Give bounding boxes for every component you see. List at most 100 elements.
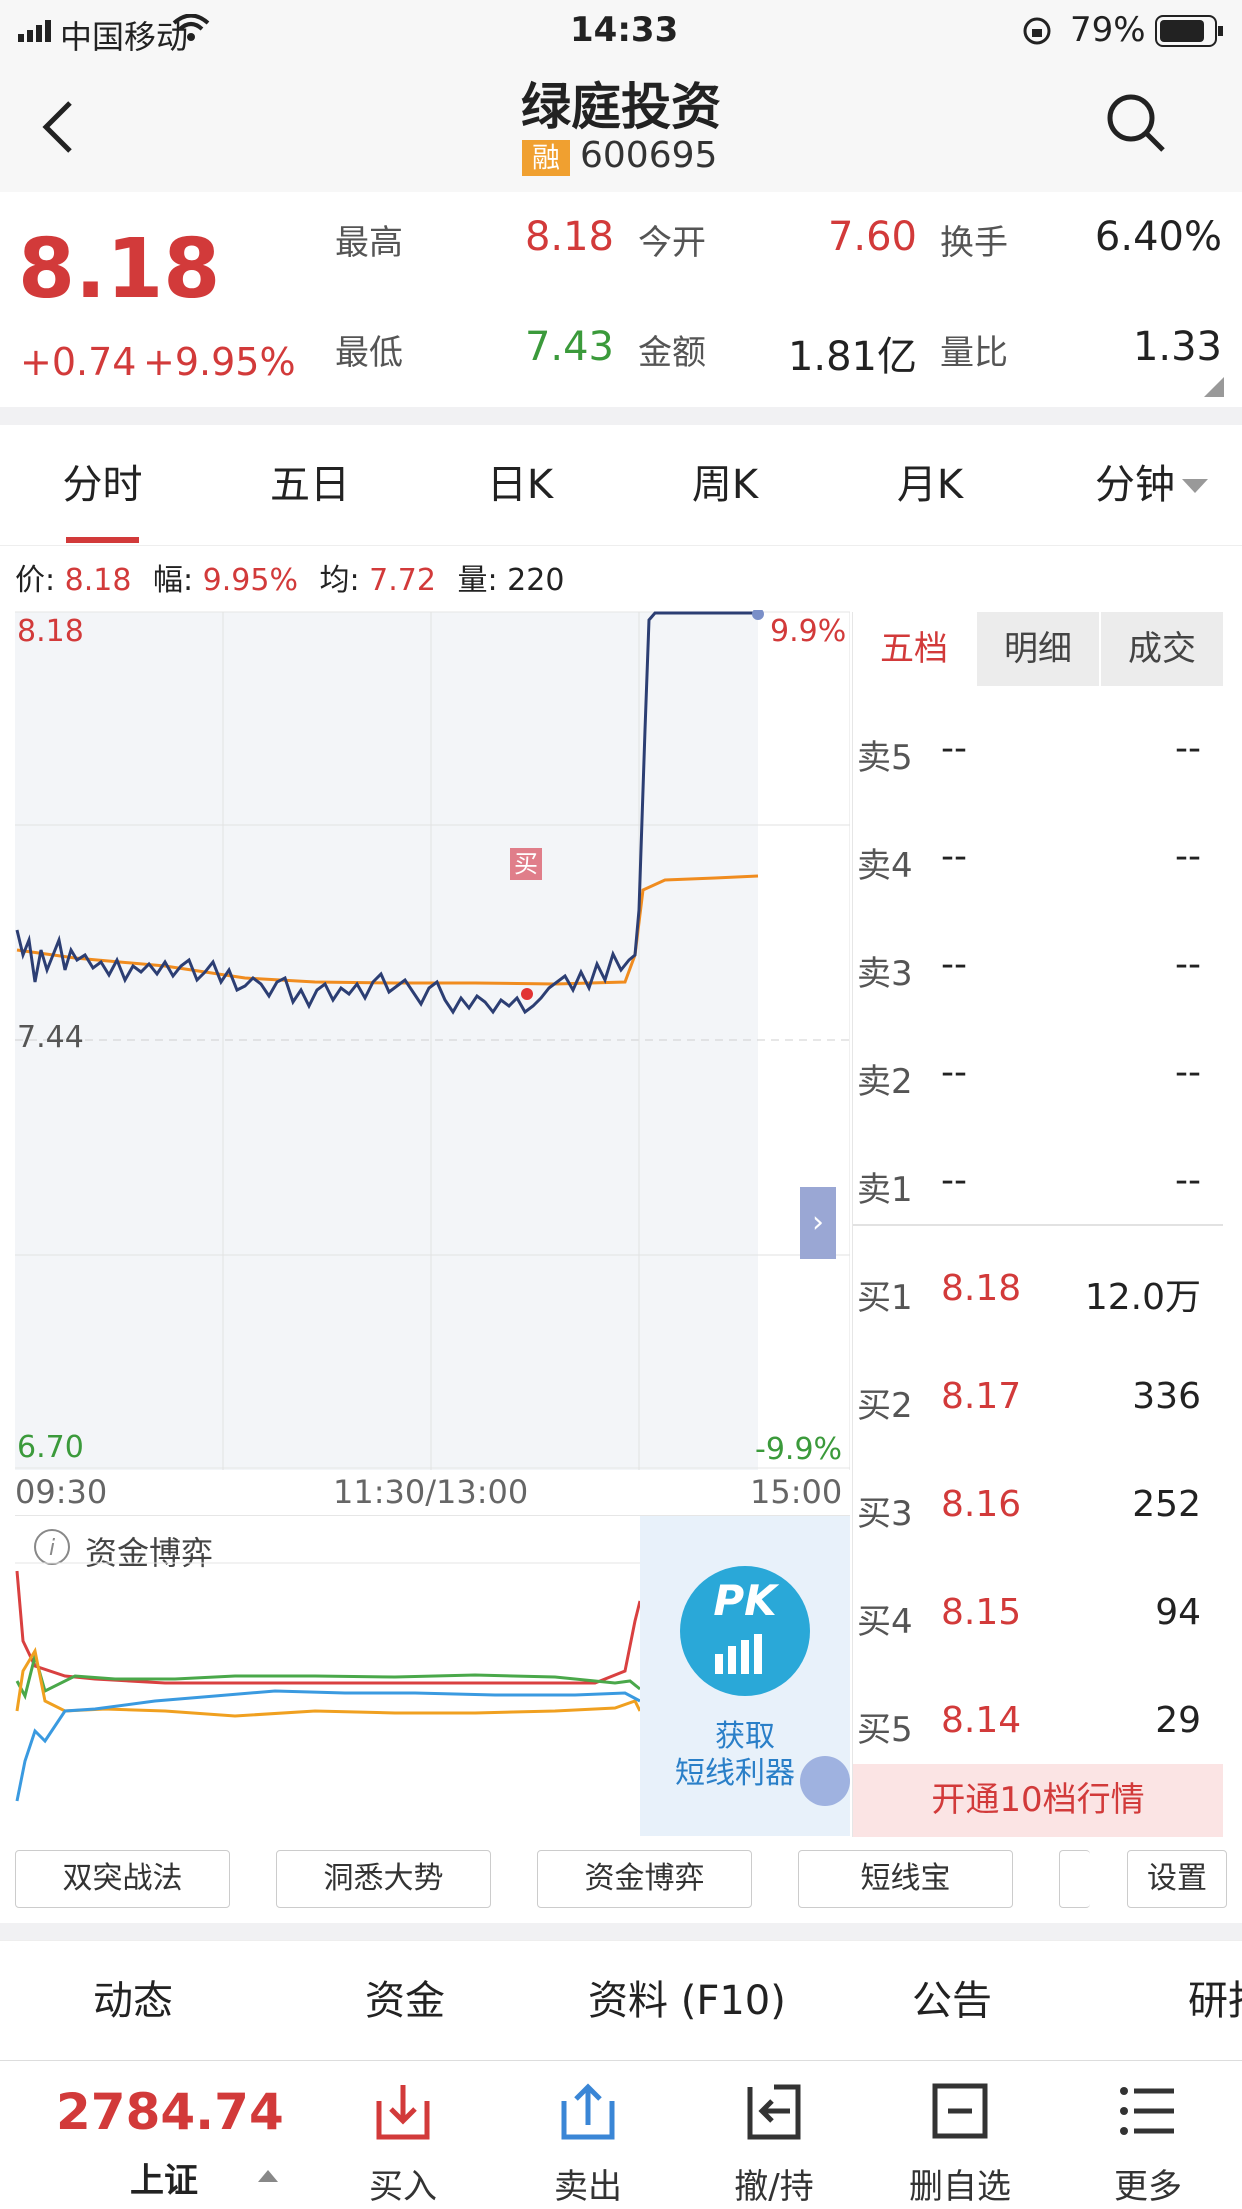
cancel-hold-icon — [747, 2084, 801, 2140]
sell-label: 卖2 — [857, 1062, 913, 1102]
indicator-button[interactable]: 资金博弈 — [537, 1850, 752, 1908]
tab-research[interactable]: 研报 — [1188, 1978, 1242, 2024]
sell-volume: -- — [1175, 836, 1201, 877]
tab-five-day[interactable]: 五日 — [270, 462, 350, 508]
buy-icon — [376, 2085, 430, 2140]
expand-corner-icon[interactable] — [1204, 377, 1224, 401]
tab-monthly-k[interactable]: 月K — [896, 462, 964, 508]
upgrade-level10-button[interactable]: 开通10档行情 — [853, 1764, 1223, 1837]
indicator-button[interactable]: 双突战法 — [15, 1850, 230, 1908]
stat-value: 1.81亿 — [787, 334, 917, 380]
buy-button[interactable]: 买入 — [333, 2061, 473, 2209]
order-book-tabs: 五档 明细 成交 — [853, 612, 1223, 686]
stat-label: 换手 — [940, 223, 1008, 263]
bottom-toolbar: 2784.74 上证 买入 卖出 撤/持 删自选 更多 — [0, 2060, 1242, 2209]
price-change-pct: +9.95% — [143, 340, 296, 384]
nav-bar: 绿庭投资 融 600695 — [0, 62, 1242, 193]
indicator-button[interactable]: 洞悉大势 — [276, 1850, 491, 1908]
info-range-label: 幅: — [153, 563, 194, 598]
buy-volume: 29 — [1155, 1700, 1201, 1741]
battery-percent: 79% — [1070, 10, 1146, 50]
search-icon[interactable] — [1105, 92, 1169, 160]
buy-price: 8.15 — [941, 1592, 1022, 1633]
tab-intraday[interactable]: 分时 — [62, 462, 143, 508]
buy-price: 8.14 — [941, 1700, 1022, 1741]
tab-five-levels[interactable]: 五档 — [853, 612, 975, 686]
tab-announcements[interactable]: 公告 — [912, 1978, 992, 2024]
tab-detail[interactable]: 明细 — [977, 612, 1099, 686]
cancel-hold-label: 撤/持 — [734, 2167, 814, 2207]
back-icon[interactable] — [38, 97, 78, 161]
separator — [0, 1923, 1242, 1940]
buy-row: 买3 8.16 252 — [853, 1452, 1223, 1560]
tab-trades[interactable]: 成交 — [1101, 612, 1223, 686]
caret-up-icon — [258, 2167, 278, 2186]
stat-value: 1.33 — [1132, 324, 1222, 370]
stat-label: 最低 — [335, 333, 403, 373]
sell-row: 卖1 -- -- — [853, 1128, 1223, 1236]
info-icon[interactable]: i — [33, 1528, 71, 1570]
buy-label: 买3 — [857, 1494, 913, 1534]
sell-row: 卖4 -- -- — [853, 804, 1223, 912]
sell-label: 卖4 — [857, 846, 913, 886]
remove-watchlist-button[interactable]: 删自选 — [890, 2061, 1030, 2209]
carrier-name: 中国移动 — [60, 18, 189, 56]
chart-info-line: 价: 8.18 幅: 9.95% 均: 7.72 量: 220 — [15, 555, 564, 599]
sell-price: -- — [941, 944, 967, 985]
intraday-chart-svg: 买 — [15, 608, 851, 1470]
tab-weekly-k[interactable]: 周K — [691, 462, 759, 508]
sell-icon — [561, 2083, 615, 2140]
buy-label: 买2 — [857, 1386, 913, 1426]
sell-volume: -- — [1175, 944, 1201, 985]
tab-capital[interactable]: 资金 — [365, 1978, 445, 2024]
tab-news[interactable]: 动态 — [93, 1978, 173, 2024]
buy-volume: 336 — [1132, 1376, 1201, 1417]
status-bar: 中国移动 14:33 79% — [0, 0, 1242, 62]
indicator-button[interactable]: 短线宝 — [798, 1850, 1013, 1908]
remove-watchlist-label: 删自选 — [909, 2167, 1011, 2207]
capital-flow-title: 资金博弈 — [85, 1534, 214, 1572]
settings-button[interactable]: 设置 — [1127, 1850, 1227, 1908]
price-line — [15, 611, 758, 1015]
buy-row: 买5 8.14 29 — [853, 1668, 1223, 1776]
stock-name: 绿庭投资 — [521, 78, 721, 136]
sell-label: 卖出 — [554, 2167, 622, 2207]
sell-row: 卖2 -- -- — [853, 1020, 1223, 1128]
stat-value: 7.60 — [827, 214, 917, 260]
info-avg-label: 均: — [319, 563, 360, 598]
expand-panel-button[interactable]: › — [800, 1187, 836, 1259]
info-range: 9.95% — [202, 563, 298, 598]
sell-price: -- — [941, 728, 967, 769]
tab-daily-k[interactable]: 日K — [486, 462, 554, 508]
separator — [0, 407, 1242, 425]
info-price: 8.18 — [64, 563, 132, 598]
chart-tabs: 分时 五日 日K 周K 月K 分钟 — [0, 425, 1242, 546]
index-widget[interactable]: 2784.74 上证 — [30, 2061, 290, 2209]
cancel-hold-button[interactable]: 撤/持 — [704, 2061, 844, 2209]
buy-label: 买入 — [369, 2167, 437, 2207]
tab-profile-f10[interactable]: 资料 (F10) — [588, 1978, 786, 2024]
expand-corner-icon[interactable] — [800, 1756, 850, 1806]
buy-label: 买1 — [857, 1278, 913, 1318]
sell-label: 卖3 — [857, 954, 913, 994]
more-button[interactable]: 更多 — [1078, 2061, 1218, 2209]
stat-label: 金额 — [638, 333, 706, 373]
tab-minute[interactable]: 分钟 — [1095, 462, 1175, 508]
y-axis-mid: 7.44 — [17, 1020, 84, 1055]
price-change: +0.74 — [20, 340, 137, 384]
stat-label: 量比 — [940, 333, 1008, 373]
buy-price: 8.18 — [941, 1268, 1022, 1309]
promo-card[interactable]: PK 获取 短线利器 — [640, 1516, 850, 1836]
wifi-icon — [172, 13, 210, 46]
intraday-chart[interactable]: 买 8.18 7.44 6.70 9.9% -9.9% › — [15, 608, 851, 1470]
chevron-down-icon[interactable] — [1182, 479, 1208, 499]
sell-button[interactable]: 卖出 — [518, 2061, 658, 2209]
buy-marker: 买 — [514, 850, 538, 878]
sell-price: -- — [941, 836, 967, 877]
buy-label: 买4 — [857, 1602, 913, 1642]
buy-volume: 252 — [1132, 1484, 1201, 1525]
buy-row: 买4 8.15 94 — [853, 1560, 1223, 1668]
stat-value: 6.40% — [1094, 214, 1222, 260]
indicator-button-partial[interactable] — [1059, 1850, 1090, 1908]
capital-flow-panel[interactable]: i 资金博弈 PK 获取 短线利器 — [15, 1515, 850, 1836]
